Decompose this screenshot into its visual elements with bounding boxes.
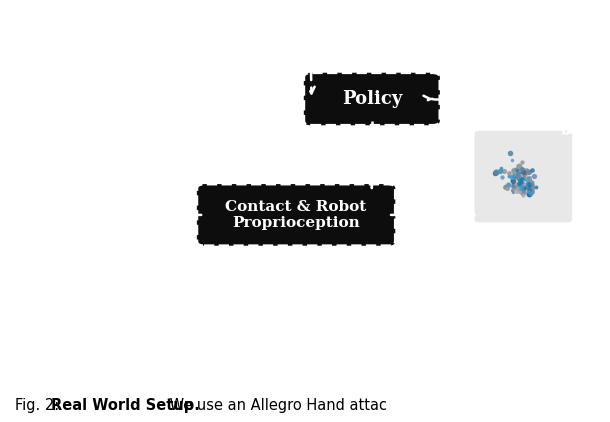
Text: We use an Allegro Hand attac: We use an Allegro Hand attac xyxy=(165,398,387,414)
Text: Policy: Policy xyxy=(342,90,402,108)
FancyBboxPatch shape xyxy=(473,129,573,224)
Text: Contact & Robot
Proprioception: Contact & Robot Proprioception xyxy=(226,200,367,230)
FancyBboxPatch shape xyxy=(197,184,395,246)
FancyBboxPatch shape xyxy=(304,73,440,125)
Text: Action: Action xyxy=(171,58,237,76)
Text: Fig. 2:: Fig. 2: xyxy=(15,398,64,414)
Text: Real World Setup.: Real World Setup. xyxy=(51,398,199,414)
